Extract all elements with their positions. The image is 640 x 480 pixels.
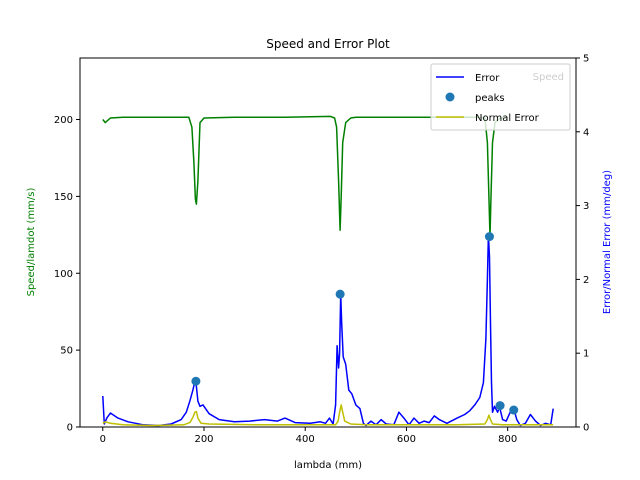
x-tick-label: 200 xyxy=(194,434,213,445)
peak-marker xyxy=(509,405,519,415)
plot-frame xyxy=(79,57,577,428)
right-y-tick-label: 2 xyxy=(583,275,589,286)
x-tick-label: 600 xyxy=(397,434,416,445)
peak-marker xyxy=(335,289,345,299)
left-y-tick-label: 50 xyxy=(60,346,73,357)
chart-title: Speed and Error Plot xyxy=(266,37,390,51)
left-y-tick-label: 150 xyxy=(54,192,73,203)
right-y-tick-label: 5 xyxy=(583,54,589,65)
speed-line xyxy=(102,115,508,238)
left-y-axis: 0 50 100 150 200 xyxy=(54,115,80,434)
x-axis: 0 200 400 600 800 xyxy=(100,427,517,445)
right-y-tick-label: 1 xyxy=(583,349,589,360)
legend-label-normal-error: Normal Error xyxy=(475,113,540,124)
right-y-tick-label: 3 xyxy=(583,201,589,212)
legend-marker-peaks xyxy=(445,92,455,102)
legend-label-error: Error xyxy=(475,73,500,84)
left-y-axis-label: Speed/lamdot (mm/s) xyxy=(26,188,37,297)
legend-box xyxy=(430,63,571,131)
x-axis-label: lambda (mm) xyxy=(294,460,362,471)
peak-marker xyxy=(191,376,201,386)
peak-marker xyxy=(495,401,505,411)
left-y-tick-label: 100 xyxy=(54,269,73,280)
plot-layer xyxy=(102,115,554,427)
right-y-tick-label: 4 xyxy=(583,127,589,138)
legend-label-peaks: peaks xyxy=(475,93,505,104)
x-tick-label: 800 xyxy=(498,434,517,445)
legend: SpeedErrorpeaksNormal Error xyxy=(430,63,571,131)
x-tick-label: 0 xyxy=(100,434,106,445)
right-y-tick-label: 0 xyxy=(583,423,589,434)
left-y-tick-label: 0 xyxy=(67,423,73,434)
right-y-axis: 0 1 2 3 4 5 xyxy=(576,54,589,434)
normal-error-line xyxy=(102,404,554,427)
x-tick-label: 400 xyxy=(296,434,315,445)
peak-marker xyxy=(484,232,494,242)
left-y-tick-label: 200 xyxy=(54,115,73,126)
right-y-axis-label: Error/Normal Error (mm/deg) xyxy=(602,170,613,314)
